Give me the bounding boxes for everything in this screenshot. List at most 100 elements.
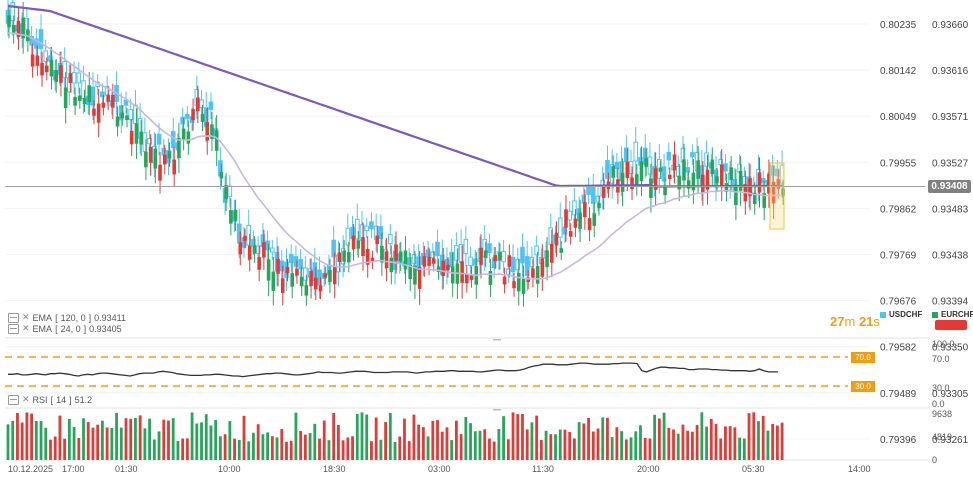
eur-candle xyxy=(332,266,337,285)
volume-bar xyxy=(20,422,24,460)
volume-bar xyxy=(374,417,378,460)
eur-candle xyxy=(526,277,530,282)
eur-candle xyxy=(757,172,762,193)
volume-bar xyxy=(346,437,350,460)
usd-candle xyxy=(614,161,620,170)
volume-bar xyxy=(285,441,288,460)
usd-candle xyxy=(34,38,39,49)
volume-bar xyxy=(162,419,166,460)
volume-bar xyxy=(204,414,208,460)
volume-bar xyxy=(237,440,241,460)
pane-resize-handle[interactable] xyxy=(493,339,501,341)
volume-bar xyxy=(742,438,746,460)
usd-candle xyxy=(425,249,431,258)
volume-bar xyxy=(91,427,95,460)
eur-candle xyxy=(11,24,16,35)
close-icon[interactable]: ✕ xyxy=(22,312,30,322)
ema120-legend[interactable]: ✕ EMA [120, 0] 0.93411 xyxy=(8,312,126,323)
eur-candle xyxy=(172,159,176,175)
usd-candle xyxy=(534,245,539,256)
eur-candle xyxy=(734,184,738,205)
eur-candle xyxy=(276,258,280,274)
eurchf-symbol[interactable]: EURCHF xyxy=(932,310,973,319)
volume-bar xyxy=(176,440,180,460)
volume-bar xyxy=(256,424,260,460)
volume-bar xyxy=(620,431,623,460)
eur-candle xyxy=(271,271,276,291)
close-icon[interactable]: ✕ xyxy=(22,323,30,333)
volume-bar xyxy=(25,412,29,460)
volume-bar xyxy=(134,418,137,460)
eur-candle xyxy=(668,174,672,179)
y-left-tick: 0.80235 xyxy=(880,20,917,31)
eur-candle xyxy=(634,174,639,186)
rsi-70-badge: 70.0 xyxy=(851,352,875,363)
volume-bar xyxy=(384,422,387,460)
rsi-line xyxy=(8,362,778,378)
eur-candle xyxy=(771,181,776,204)
usd-candle xyxy=(723,163,728,172)
volume-bar xyxy=(261,434,265,460)
usd-candle xyxy=(180,116,185,125)
eur-candle xyxy=(573,218,578,228)
ema24-legend[interactable]: ✕ EMA [24, 0] 0.93405 xyxy=(8,323,122,334)
volume-bar xyxy=(341,440,345,460)
eur-candle xyxy=(92,108,96,116)
volume-bar xyxy=(733,427,737,460)
eur-candle xyxy=(493,255,497,262)
volume-bar xyxy=(521,413,524,460)
volume-bar xyxy=(129,418,133,460)
eye-icon[interactable] xyxy=(8,323,19,334)
eur-candle xyxy=(620,172,625,192)
eur-candle xyxy=(696,160,700,179)
volume-bar xyxy=(464,416,468,460)
volume-bar xyxy=(30,413,33,460)
last-candle-highlight xyxy=(769,162,785,230)
usdchf-symbol[interactable]: USDCHF xyxy=(880,310,922,319)
eur-candle xyxy=(450,266,455,284)
close-icon[interactable]: ✕ xyxy=(22,394,30,404)
y-right-tick: 0.93438 xyxy=(932,251,969,262)
usd-candle xyxy=(29,35,34,46)
rsi-legend[interactable]: ✕ RSI [14] 51.2 xyxy=(8,394,92,405)
volume-bar xyxy=(280,429,284,460)
volume-bar xyxy=(247,441,251,460)
eye-icon[interactable] xyxy=(8,312,19,323)
y-right-tick: 0.93305 xyxy=(932,389,969,400)
eur-candle xyxy=(196,97,200,112)
eur-candle xyxy=(120,112,125,119)
eye-icon[interactable] xyxy=(8,394,19,405)
volume-bar xyxy=(365,414,369,460)
volume-bar xyxy=(322,420,326,460)
rsi-params: 14 xyxy=(56,394,67,405)
eur-candle xyxy=(521,278,526,294)
eur-candle xyxy=(597,202,601,209)
usd-candle xyxy=(369,221,374,230)
eur-candle xyxy=(101,102,106,108)
y-right-tick: 0.93616 xyxy=(932,66,969,77)
y-right-tick: 0.93394 xyxy=(932,297,969,308)
volume-bar xyxy=(289,440,293,460)
usd-candle xyxy=(388,233,393,245)
volume-bar xyxy=(596,428,600,460)
volume-bar xyxy=(667,427,671,460)
volume-bar xyxy=(610,437,614,460)
eur-candle xyxy=(35,55,40,66)
eur-candle xyxy=(290,273,294,287)
eur-candle xyxy=(238,242,243,255)
x-tick: 01:30 xyxy=(115,464,138,474)
y-right-tick: 0.93660 xyxy=(932,20,969,31)
pane-resize-handle[interactable] xyxy=(493,409,501,411)
eur-candle xyxy=(672,154,677,171)
usd-candle xyxy=(557,217,563,238)
eur-candle xyxy=(686,180,691,189)
usd-candle xyxy=(586,186,591,195)
eur-candle xyxy=(243,235,247,241)
rsi-value: 51.2 xyxy=(74,394,93,405)
eur-candle xyxy=(186,131,191,144)
volume-bar xyxy=(657,418,661,460)
volume-bar xyxy=(105,427,109,460)
volume-bar xyxy=(417,424,421,460)
y-axis-left-labels: 0.80235 0.80142 0.80049 0.79955 0.79862 0.797… xyxy=(880,20,917,446)
